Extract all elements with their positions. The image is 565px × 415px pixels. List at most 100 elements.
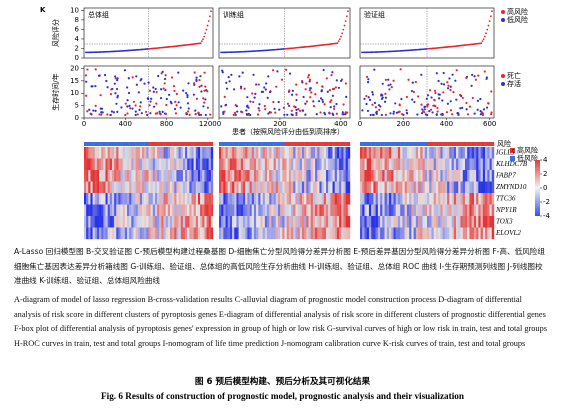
heatmap-cell: [120, 227, 123, 240]
heatmap-cell: [229, 216, 233, 228]
heatmap-cell: [371, 227, 374, 240]
heatmap-cell: [299, 170, 303, 182]
heatmap-cell: [101, 227, 104, 240]
heatmap-cell: [464, 170, 468, 182]
heatmap-cell: [275, 170, 279, 182]
heatmap-cell: [397, 216, 401, 228]
survival-point: [85, 80, 88, 83]
heatmap-cell: [88, 158, 91, 171]
heatmap-cell: [433, 204, 437, 217]
heatmap-cell: [107, 193, 110, 205]
heatmap-cell: [206, 227, 209, 240]
heatmap-cell: [440, 227, 443, 240]
heatmap-cell: [114, 227, 117, 240]
heatmap-cell: [413, 147, 417, 159]
survival-point: [317, 100, 321, 103]
heatmap-cell: [229, 147, 233, 159]
heatmap-cell: [99, 227, 102, 240]
heatmap-cell: [489, 216, 492, 228]
heatmap-cell: [438, 147, 441, 159]
survival-point: [222, 112, 225, 115]
heatmap-cell: [142, 216, 145, 228]
heatmap-cell: [362, 170, 365, 182]
heatmap-cell: [172, 170, 175, 182]
heatmap-cell: [122, 227, 126, 240]
heatmap-cell: [232, 158, 235, 171]
heatmap-cell: [315, 147, 318, 159]
survival-point: [465, 108, 468, 111]
heatmap-cell: [247, 204, 250, 217]
heatmap-cell: [409, 216, 412, 228]
risk-bar: [397, 142, 401, 146]
heatmap-cell: [373, 181, 376, 194]
survival-point: [465, 76, 468, 80]
risk-bar: [400, 142, 403, 146]
survival-point: [146, 113, 149, 117]
heatmap-cell: [456, 204, 459, 217]
heatmap-cell: [321, 170, 324, 182]
heatmap-cell: [444, 193, 448, 205]
heatmap-cell: [458, 216, 461, 228]
heatmap-cell: [447, 158, 450, 171]
heatmap-cell: [245, 147, 248, 159]
heatmap-cell: [476, 193, 479, 205]
heatmap-cell: [440, 158, 443, 171]
heatmap-cell: [101, 193, 104, 205]
heatmap-cell: [271, 181, 274, 194]
survival-point: [85, 94, 88, 97]
heatmap-cell: [485, 193, 488, 205]
survival-point: [158, 110, 161, 113]
survival-point: [432, 104, 435, 107]
heatmap-cell: [427, 158, 430, 171]
risk-bar: [382, 142, 385, 146]
heatmap-cell: [315, 158, 318, 171]
risk-point: [202, 38, 204, 41]
risk-bar: [92, 142, 95, 146]
heatmap-cell: [429, 158, 432, 171]
risk-point: [345, 15, 348, 18]
risk-point: [483, 35, 486, 38]
heatmap-cell: [366, 158, 370, 171]
heatmap-cell: [418, 216, 421, 228]
heatmap-cell: [319, 227, 322, 240]
heatmap-cell: [103, 227, 106, 240]
heatmap-cell: [269, 193, 272, 205]
heatmap-cell: [131, 204, 134, 217]
survival-point: [476, 108, 479, 111]
risk-point: [482, 38, 485, 41]
heatmap-cell: [420, 204, 423, 217]
heatmap-cell: [94, 204, 98, 217]
heatmap-cell: [473, 147, 477, 159]
survival-point: [128, 104, 131, 107]
heatmap-cell: [347, 227, 351, 240]
heatmap-cell: [339, 204, 342, 217]
heatmap-cell: [193, 216, 196, 228]
risk-point: [205, 28, 208, 31]
heatmap-cell: [415, 170, 419, 182]
heatmap-cell: [286, 227, 290, 240]
heatmap-cell: [204, 147, 207, 159]
heatmap-cell: [133, 170, 136, 182]
heatmap-cell: [269, 170, 272, 182]
heatmap-cell: [191, 216, 194, 228]
survival-point: [165, 103, 168, 107]
risk-bar: [157, 142, 160, 146]
heatmap-cell: [304, 181, 307, 194]
survival-point: [405, 111, 409, 115]
survival-point: [387, 84, 390, 87]
heatmap-cell: [325, 216, 329, 228]
heatmap-cell: [238, 227, 242, 240]
heatmap-cell: [364, 170, 367, 182]
heatmap-cell: [174, 158, 177, 171]
heatmap-cell: [172, 193, 175, 205]
heatmap-cell: [99, 216, 102, 228]
risk-bar: [245, 142, 248, 146]
heatmap-cell: [433, 158, 437, 171]
risk-bar: [86, 142, 89, 146]
risk-point: [336, 42, 339, 45]
heatmap-cell: [243, 147, 246, 159]
heatmap-cell: [187, 216, 190, 228]
heatmap-cell: [330, 227, 333, 240]
survival-point: [100, 113, 103, 116]
survival-point: [307, 76, 310, 79]
